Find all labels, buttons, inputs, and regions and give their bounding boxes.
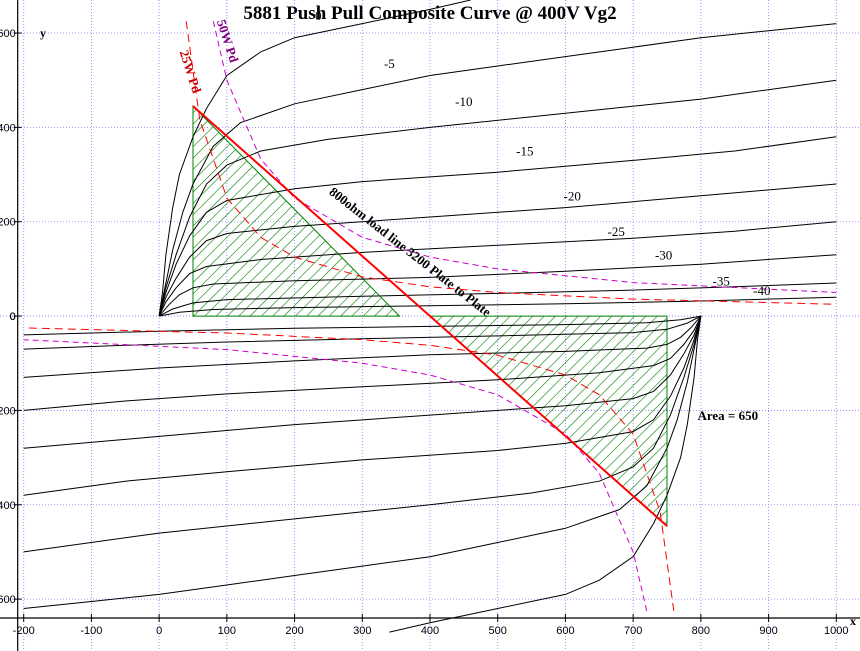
curve-label: -40 (753, 283, 770, 298)
y-tick-label: -400 (0, 500, 16, 512)
y-tick-label: 400 (0, 122, 16, 134)
curve-label: -30 (655, 247, 672, 262)
curve-label: -20 (564, 188, 581, 203)
plate-curve-mirrored (23, 315, 702, 378)
plate-curve (158, 136, 837, 317)
curve-label: -25 (608, 224, 625, 239)
y-axis-label: y (40, 26, 46, 40)
x-tick-label: 1000 (824, 625, 848, 637)
x-tick-label: 100 (218, 625, 236, 637)
curve-label: -5 (384, 56, 395, 71)
curve-label: -35 (713, 273, 730, 288)
plate-curve-mirrored (389, 316, 702, 633)
plate-curve (158, 183, 837, 317)
x-tick-label: 600 (556, 625, 574, 637)
plate-curve-mirrored (23, 315, 702, 496)
plate-curve (158, 254, 837, 317)
x-tick-label: 400 (421, 625, 439, 637)
plate-curve (158, 0, 471, 317)
curve-label: -15 (516, 144, 533, 159)
plate-curve (158, 282, 837, 317)
plate-curve-mirrored (23, 315, 702, 350)
plate-curve-mirrored (23, 315, 702, 609)
x-tick-label: 800 (692, 625, 710, 637)
curve-label: 0 (315, 8, 322, 23)
load-line (192, 105, 668, 527)
x-tick-label: 300 (353, 625, 371, 637)
x-tick-label: -100 (80, 625, 102, 637)
x-axis-label: x (850, 614, 856, 628)
power-dissipation-curves (23, 21, 837, 612)
pd-curve-mirrored (23, 327, 675, 611)
plate-curve (158, 221, 837, 317)
x-tick-label: -200 (13, 625, 35, 637)
x-tick-label: 200 (285, 625, 303, 637)
load-line-segment (192, 105, 668, 527)
x-tick-label: 700 (624, 625, 642, 637)
y-tick-label: 0 (10, 311, 16, 323)
y-tick-label: -600 (0, 594, 16, 606)
chart-title: 5881 Push Pull Composite Curve @ 400V Vg… (243, 3, 616, 24)
pd-label: 25W Pd (177, 48, 205, 95)
x-tick-label: 900 (759, 625, 777, 637)
y-tick-label: 600 (0, 28, 16, 40)
y-tick-label: 0 (10, 311, 16, 323)
plate-curve (158, 79, 837, 317)
plate-curve-mirrored (23, 315, 702, 449)
plate-curve-mirrored (23, 315, 701, 336)
pd-curve (185, 21, 837, 305)
y-tick-label: -200 (0, 405, 16, 417)
y-tick-label: 200 (0, 217, 16, 229)
area-label: Area = 650 (697, 408, 758, 423)
plate-curve (158, 23, 837, 317)
curve-label: -10 (455, 94, 472, 109)
x-tick-label: 0 (156, 625, 162, 637)
plate-curve (159, 296, 837, 317)
plate-curve-mirrored (23, 315, 702, 411)
x-tick-label: 500 (489, 625, 507, 637)
plate-curve-mirrored (23, 315, 702, 553)
plate-curves (23, 0, 837, 633)
